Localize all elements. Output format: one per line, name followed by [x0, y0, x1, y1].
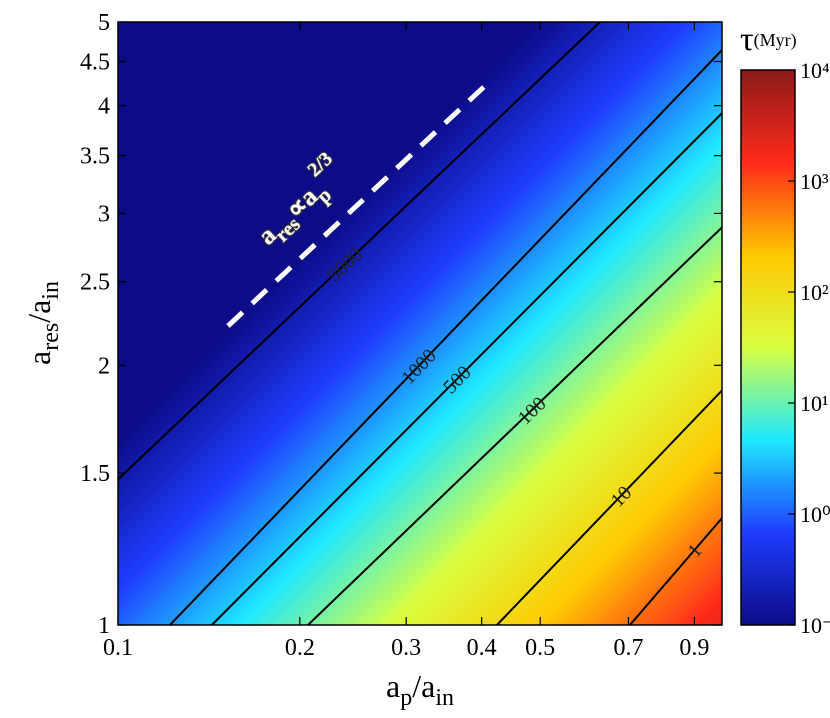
- y-tick-label: 2.5: [80, 270, 110, 296]
- x-axis-label-part: /a: [412, 668, 435, 704]
- y-axis-label-part: a: [21, 351, 57, 365]
- contour-line: [629, 517, 722, 625]
- x-axis-label-part: a: [386, 668, 400, 704]
- colorbar-tick-label: 10¹: [800, 391, 829, 416]
- contour-line: [307, 226, 722, 625]
- x-tick-label: 0.1: [103, 635, 133, 661]
- x-tick-label: 0.9: [679, 635, 709, 661]
- x-tick-label: 0.2: [285, 635, 315, 661]
- contour-line: [211, 112, 722, 625]
- y-axis-label-part: res: [38, 323, 64, 351]
- colorbar-tick-label: 10³: [800, 169, 829, 194]
- contour-line: [118, 22, 601, 481]
- guide-line: [226, 82, 489, 328]
- y-tick-label: 3: [98, 201, 110, 227]
- colorbar-label-part: (Myr): [754, 30, 797, 51]
- y-tick-label: 4.5: [80, 49, 110, 75]
- colorbar-label: τ(Myr): [740, 21, 797, 58]
- heatmap: [118, 22, 722, 625]
- colorbar-label-part: τ: [740, 21, 754, 58]
- x-tick-label: 0.7: [613, 635, 643, 661]
- colorbar-tick-label: 10⁰: [800, 502, 830, 527]
- x-axis-label: ap/ain: [386, 668, 454, 711]
- x-tick-label: 0.3: [391, 635, 421, 661]
- x-axis-label-part: in: [435, 685, 454, 711]
- contour-line: [496, 389, 722, 625]
- y-tick-label: 3.5: [80, 144, 110, 170]
- y-tick-label: 1: [98, 613, 110, 639]
- y-tick-label: 1.5: [80, 461, 110, 487]
- colorbar-tick-label: 10²: [800, 280, 829, 305]
- x-axis-label-part: p: [400, 685, 412, 711]
- y-axis-label: ares/ain: [21, 281, 64, 365]
- y-axis-label-part: /a: [21, 300, 57, 323]
- colorbar: [740, 69, 796, 626]
- colorbar-tick-label: 10⁻¹: [800, 613, 830, 638]
- x-tick-label: 0.4: [467, 635, 497, 661]
- colorbar-tick-label: 10⁴: [800, 58, 830, 83]
- x-tick-label: 0.5: [525, 635, 555, 661]
- y-tick-label: 4: [98, 94, 110, 120]
- y-tick-label: 2: [98, 353, 110, 379]
- y-tick-label: 5: [98, 10, 110, 36]
- y-axis-label-part: in: [38, 281, 64, 300]
- contour-line: [169, 49, 722, 625]
- plot-frame: [117, 21, 723, 626]
